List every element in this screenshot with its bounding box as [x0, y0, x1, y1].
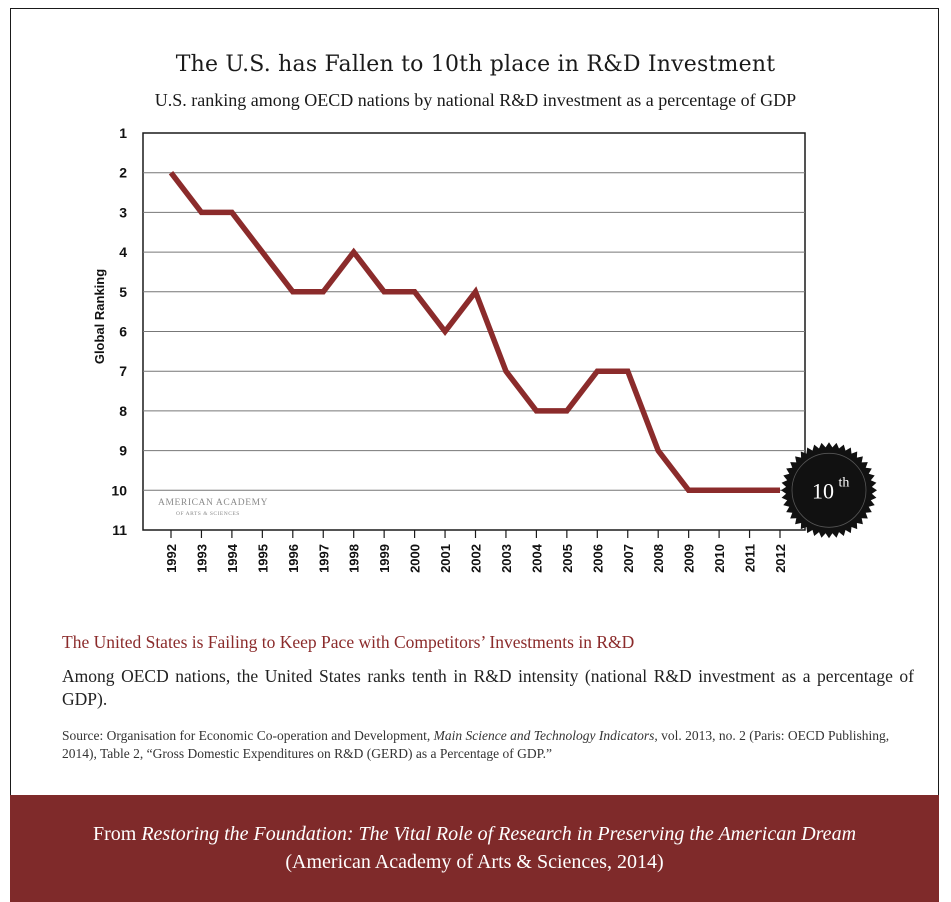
y-tick-label: 5: [119, 284, 127, 300]
body-paragraph: Among OECD nations, the United States ra…: [62, 666, 914, 709]
x-tick-label: 2009: [682, 544, 697, 573]
rank-badge-ring: [791, 452, 867, 528]
source-suffix: , vol. 2013, no. 2 (Paris: OECD Publishi…: [62, 728, 890, 761]
x-tick-label: 2001: [438, 544, 453, 573]
x-tick-label: 2006: [590, 544, 605, 573]
y-tick-label: 7: [119, 363, 127, 379]
banner-from: From: [92, 823, 142, 845]
source-prefix: Source: Organisation for Economic Co-ope…: [62, 728, 434, 743]
x-tick-label: 2000: [408, 544, 423, 573]
y-tick-label: 11: [112, 522, 127, 538]
x-tick-label: 1996: [286, 544, 301, 573]
x-tick-label: 2005: [560, 544, 575, 573]
line-chart: 1 2 3 4 5 6 7 8 9 10 11 Global Ranking 1992 1993 1994 1…: [92, 125, 877, 573]
rank-badge-text: 10: [812, 478, 834, 503]
x-tick-label: 2007: [621, 544, 636, 573]
y-tick-label: 1: [119, 125, 127, 141]
watermark-line-2: OF ARTS & SCIENCES: [176, 511, 240, 517]
y-tick-label: 8: [119, 403, 127, 419]
y-tick-label: 6: [119, 324, 127, 340]
x-tick-label: 1994: [225, 543, 240, 573]
x-tick-label: 2004: [529, 543, 544, 573]
rank-badge: [781, 442, 877, 539]
chart-subtitle: U.S. ranking among OECD nations by natio…: [154, 90, 797, 110]
rank-badge-sup: th: [839, 475, 850, 490]
chart-title: The U.S. has Fallen to 10th place in R&D…: [175, 52, 776, 77]
y-tick-label: 9: [119, 443, 127, 459]
x-tick-label: 1995: [255, 544, 270, 573]
y-tick-label: 3: [119, 204, 127, 220]
x-tick-label: 2011: [743, 544, 758, 572]
x-tick-label: 1992: [164, 544, 179, 573]
banner-line-1: From Restoring the Foundation: The Vital…: [10, 823, 939, 846]
x-tick-label: 2008: [651, 544, 666, 573]
y-tick-label: 2: [119, 165, 127, 181]
source-citation: Source: Organisation for Economic Co-ope…: [62, 727, 917, 763]
watermark-line-1: AMERICAN ACADEMY: [158, 498, 268, 508]
x-tick-label: 1997: [316, 544, 331, 573]
y-tick-label: 4: [119, 244, 127, 260]
source-title: Main Science and Technology Indicators: [433, 728, 655, 743]
x-tick-label: 1998: [347, 544, 362, 573]
section-heading: The United States is Failing to Keep Pac…: [62, 632, 635, 652]
banner-book-title: Restoring the Foundation: The Vital Role…: [141, 823, 857, 845]
y-axis-label: Global Ranking: [92, 269, 107, 364]
x-tick-label: 2012: [773, 544, 788, 573]
x-tick-label: 2002: [469, 544, 484, 573]
y-tick-label: 10: [111, 482, 127, 498]
x-tick-label: 1999: [377, 544, 392, 573]
x-tick-label: 1993: [194, 544, 209, 573]
x-tick-label: 2003: [499, 544, 514, 573]
footer-banner: From Restoring the Foundation: The Vital…: [10, 795, 939, 902]
x-tick-label: 2010: [712, 544, 727, 573]
figure-frame: [10, 8, 939, 900]
banner-line-2: (American Academy of Arts & Sciences, 20…: [285, 851, 664, 873]
